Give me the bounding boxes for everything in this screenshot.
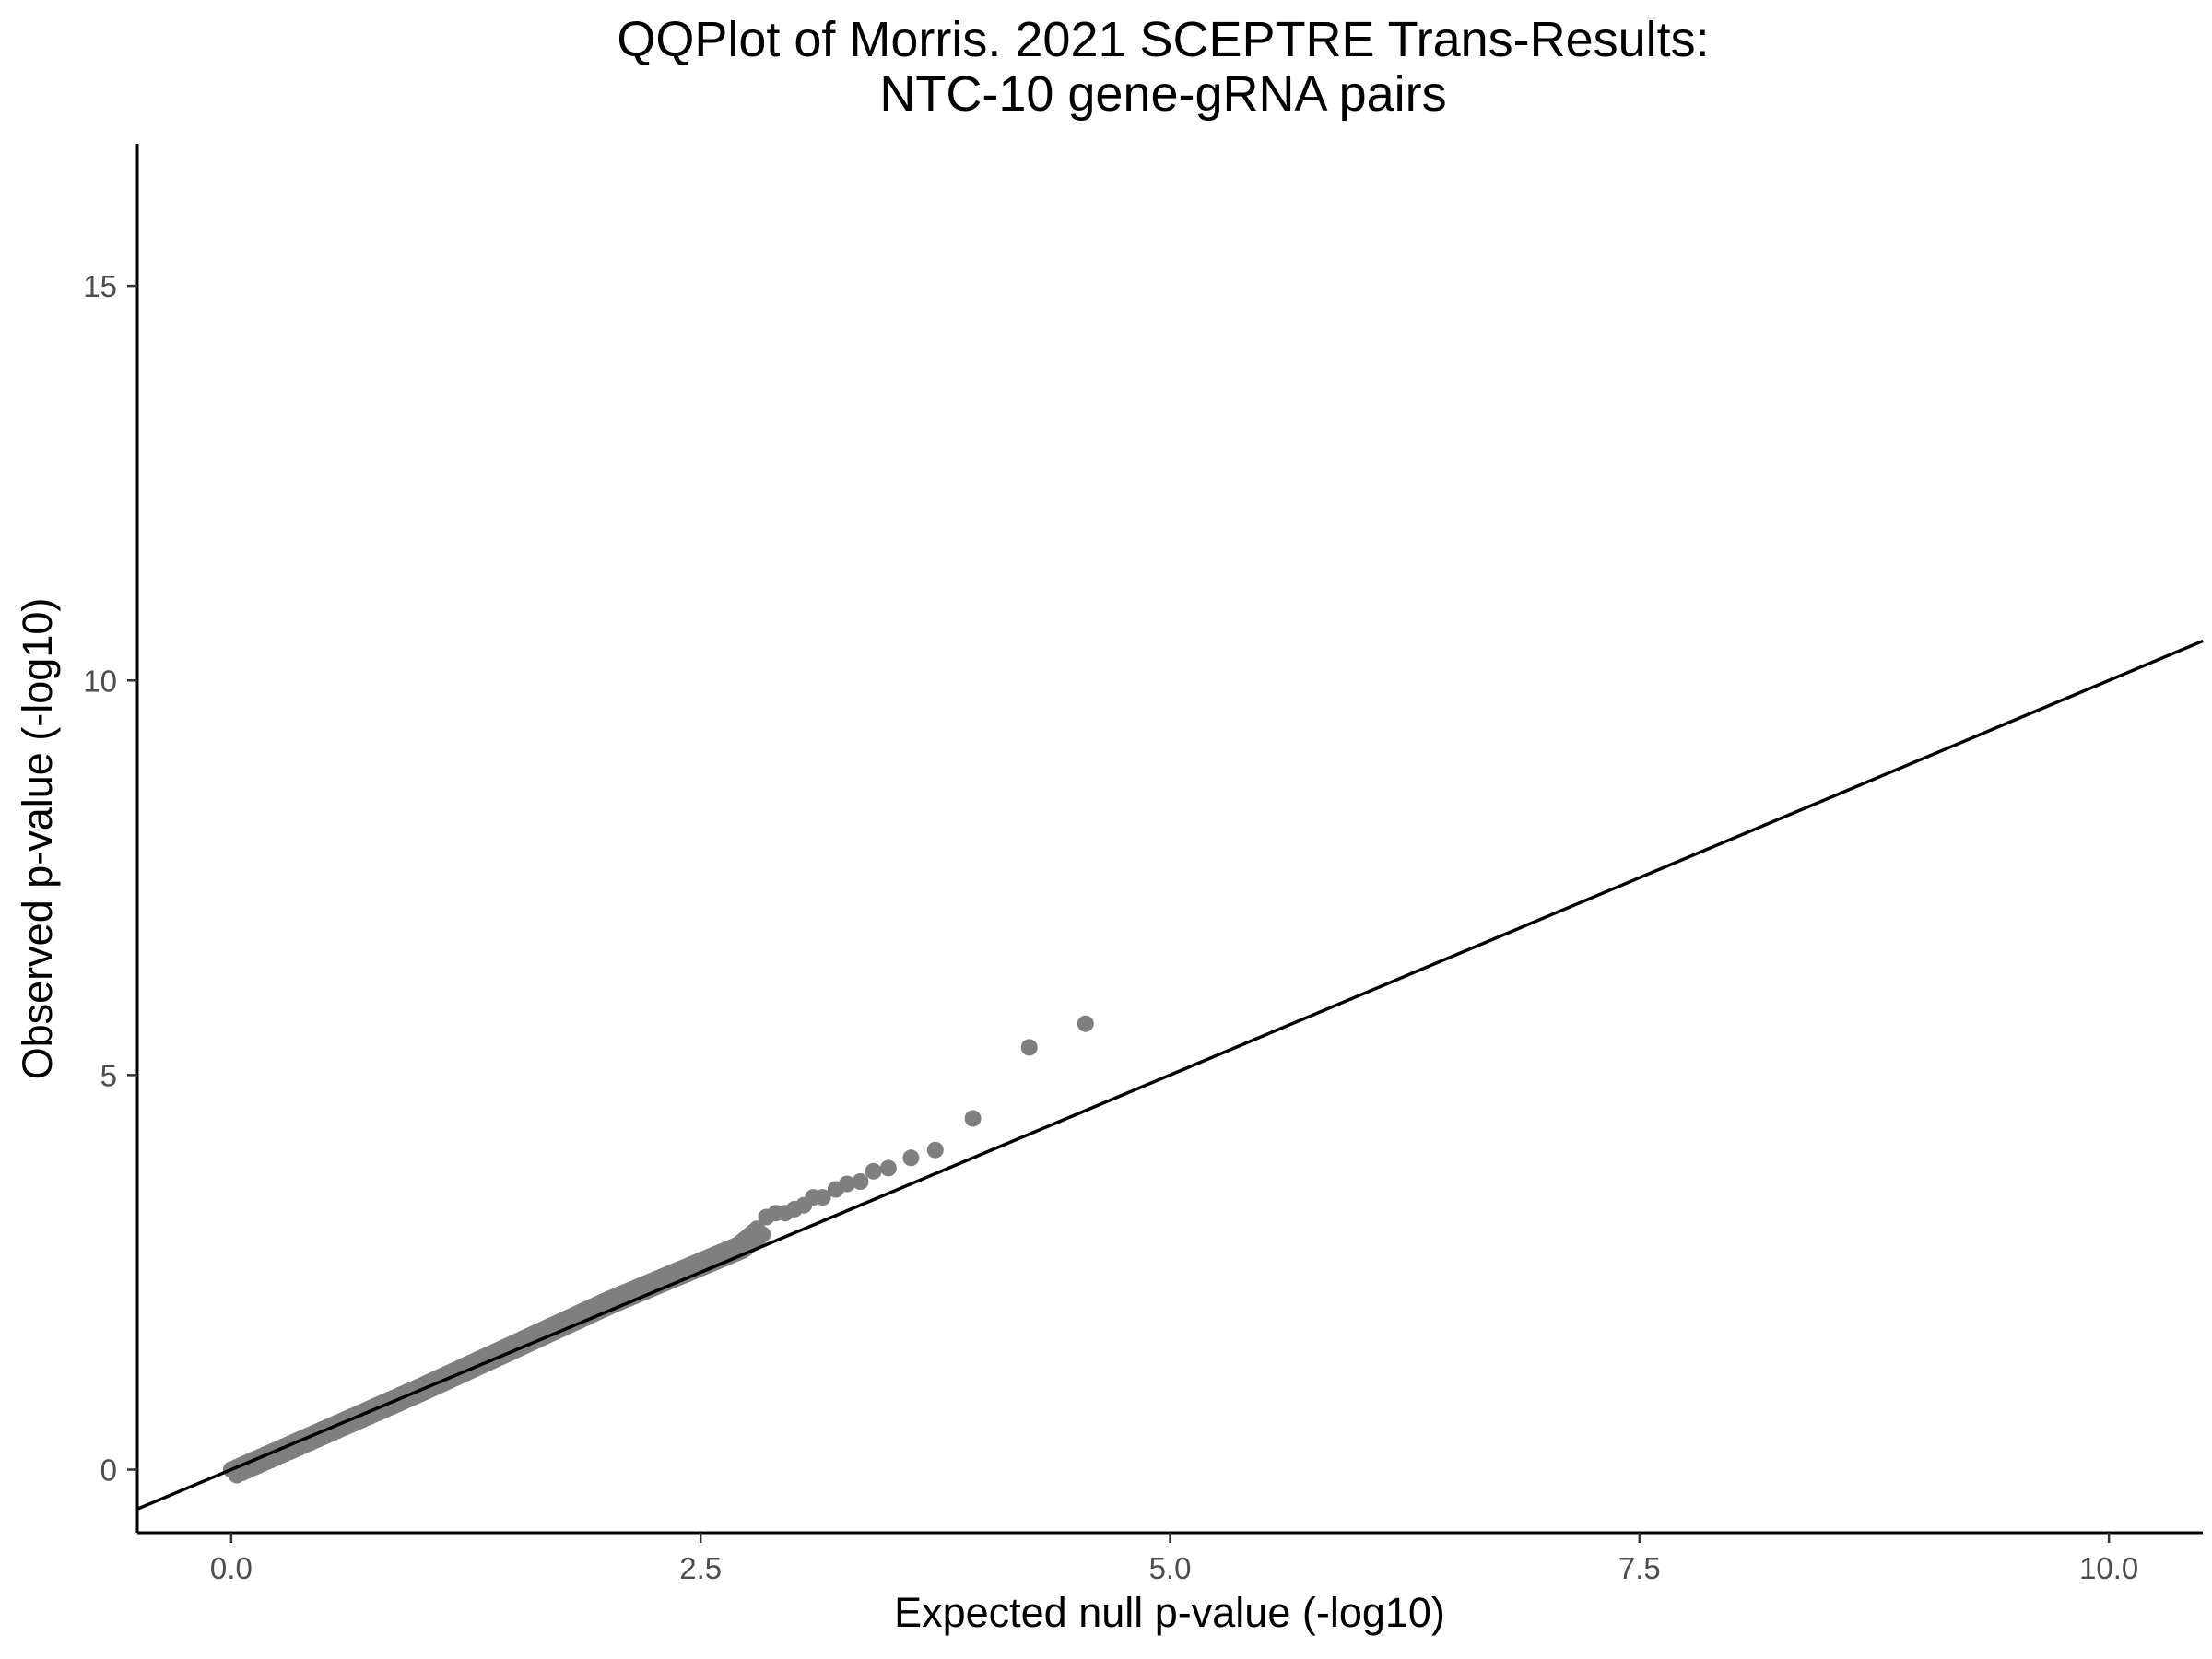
- scatter-point: [852, 1173, 869, 1190]
- chart-title-line-2: NTC-10 gene-gRNA pairs: [879, 66, 1446, 122]
- y-tick-label: 0: [100, 1453, 117, 1488]
- scatter-point: [879, 1159, 897, 1177]
- chart-title-line-1: QQPlot of Morris. 2021 SCEPTRE Trans-Res…: [617, 12, 1709, 67]
- scatter-point: [926, 1141, 944, 1159]
- y-tick-label: 10: [83, 664, 117, 698]
- x-tick-label: 2.5: [679, 1551, 722, 1585]
- scatter-point: [754, 1226, 771, 1243]
- x-axis-title: Expected null p-value (-log10): [894, 1589, 1445, 1636]
- scatter-points-bulk: [222, 1220, 771, 1484]
- y-axis-title: Observed p-value (-log10): [14, 598, 61, 1080]
- scatter-point: [839, 1175, 856, 1193]
- x-tick-label: 10.0: [2079, 1551, 2138, 1585]
- y-tick-label: 15: [83, 269, 117, 303]
- scatter-point: [964, 1110, 982, 1127]
- scatter-point: [814, 1189, 831, 1206]
- reference-line: [136, 639, 2204, 1511]
- scatter-point: [865, 1162, 882, 1180]
- scatter-point: [1077, 1015, 1094, 1032]
- y-tick-label: 5: [100, 1058, 117, 1092]
- scatter-point: [902, 1149, 920, 1167]
- y-axis-ticks: 0 5 10 15: [83, 269, 137, 1488]
- x-tick-label: 5.0: [1149, 1551, 1192, 1585]
- x-axis-ticks: 0.0 2.5 5.0 7.5 10.0: [210, 1533, 2138, 1585]
- scatter-point: [1020, 1039, 1038, 1056]
- x-tick-label: 0.0: [210, 1551, 253, 1585]
- scatter-points-tail: [758, 1015, 1094, 1226]
- plot-area: [136, 639, 2204, 1511]
- x-tick-label: 7.5: [1618, 1551, 1661, 1585]
